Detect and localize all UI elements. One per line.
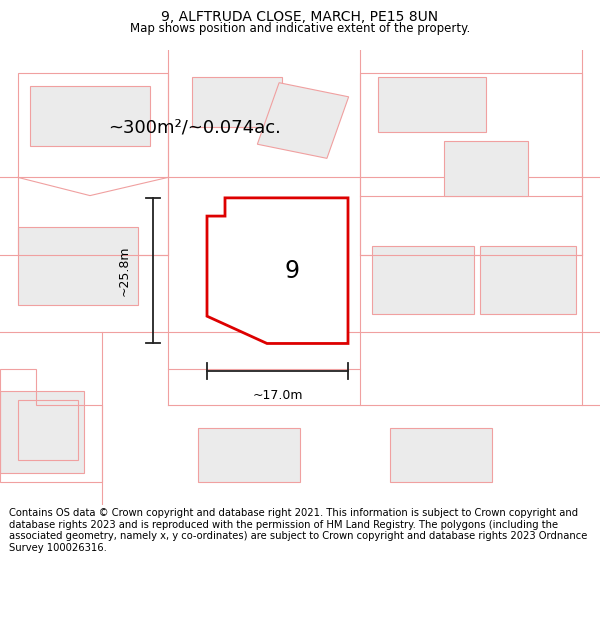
Bar (390, 428, 492, 483)
Bar (237, 223, 330, 307)
Text: ~17.0m: ~17.0m (252, 389, 303, 402)
Text: Map shows position and indicative extent of the property.: Map shows position and indicative extent… (130, 22, 470, 35)
Polygon shape (207, 198, 348, 344)
Bar (378, 78, 486, 132)
Bar (372, 246, 474, 314)
Bar (192, 78, 282, 128)
Text: Contains OS data © Crown copyright and database right 2021. This information is : Contains OS data © Crown copyright and d… (9, 508, 587, 553)
Bar (18, 401, 78, 459)
Polygon shape (257, 82, 349, 158)
Bar (198, 428, 300, 483)
Text: 9: 9 (285, 259, 300, 282)
Bar (480, 246, 576, 314)
Text: 9, ALFTRUDA CLOSE, MARCH, PE15 8UN: 9, ALFTRUDA CLOSE, MARCH, PE15 8UN (161, 10, 439, 24)
Bar (0, 391, 84, 473)
Bar (18, 228, 138, 305)
Bar (444, 141, 528, 196)
Text: ~300m²/~0.074ac.: ~300m²/~0.074ac. (108, 118, 281, 136)
Bar (30, 86, 150, 146)
Text: ~25.8m: ~25.8m (118, 246, 131, 296)
